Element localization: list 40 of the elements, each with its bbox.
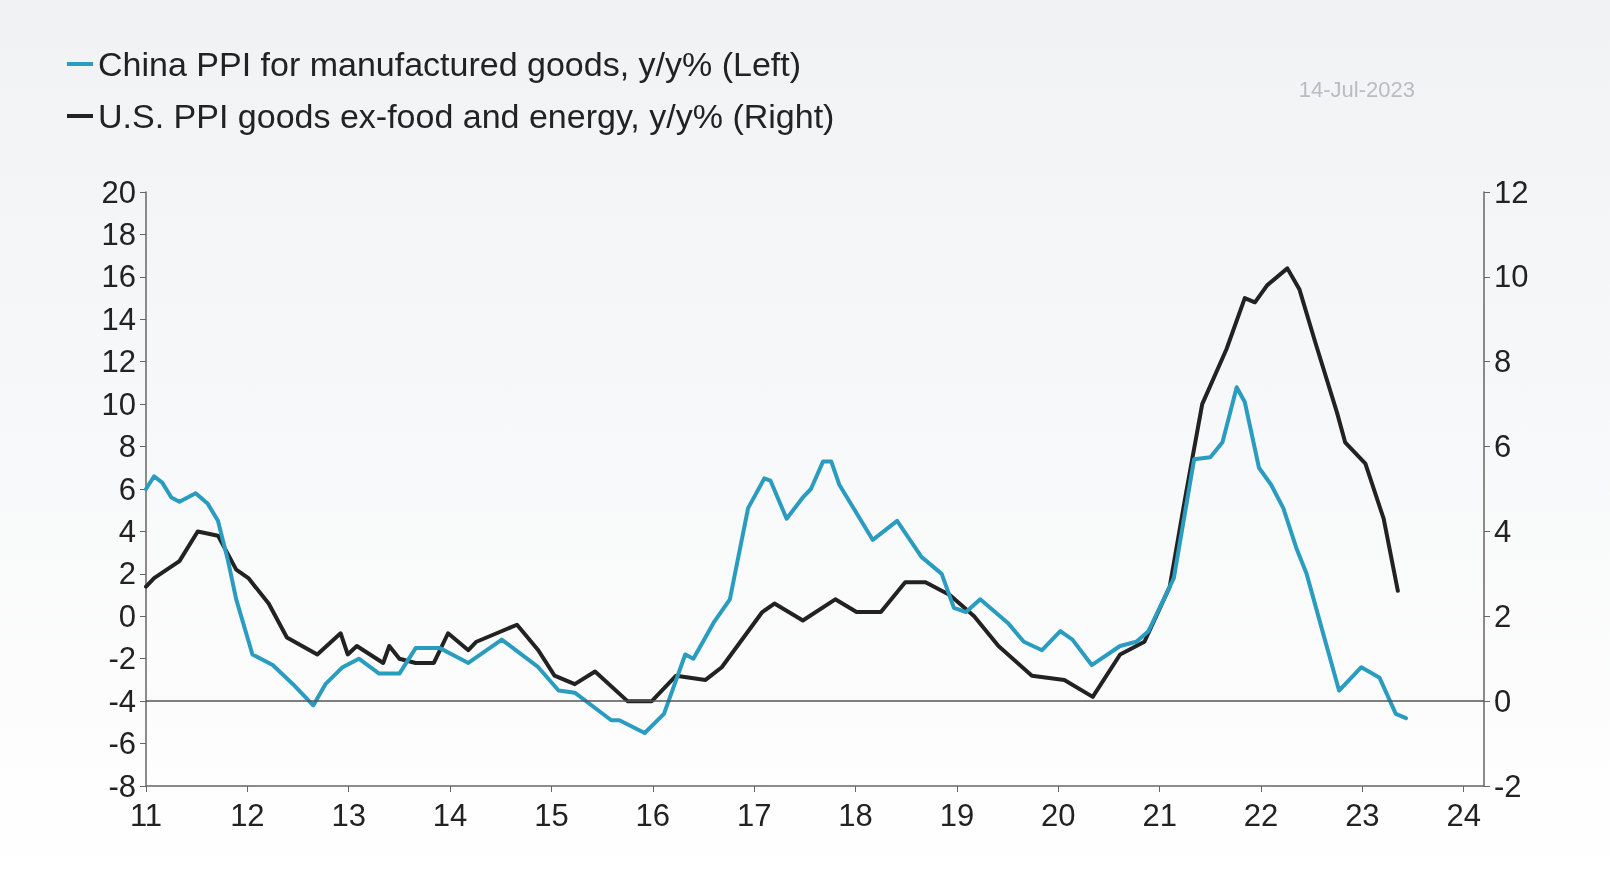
- x-tick-label: 23: [1345, 798, 1380, 833]
- y-tick-label: 6: [118, 471, 136, 507]
- line-series: [144, 385, 1408, 735]
- y2-tick-label: 6: [1494, 429, 1512, 465]
- x-tick-label: 19: [939, 798, 975, 833]
- y-tick-label: 20: [101, 174, 136, 210]
- y-tick-label: 8: [118, 429, 136, 465]
- x-tick-label: 17: [736, 798, 772, 833]
- line-series: [144, 266, 1400, 704]
- x-tick-label: 13: [331, 798, 366, 833]
- x-tick-label: 20: [1041, 798, 1076, 833]
- y-tick-label: -4: [108, 683, 136, 719]
- y-tick-label: 14: [101, 301, 136, 337]
- y-tick-label: 12: [101, 344, 136, 380]
- y-tick-label: 0: [118, 598, 136, 634]
- legend-label: China PPI for manufactured goods, y/y% (Left): [98, 45, 802, 83]
- y2-tick-label: 0: [1494, 683, 1512, 719]
- x-tick-label: 18: [838, 798, 873, 833]
- legend-label: U.S. PPI goods ex-food and energy, y/y% (Right): [98, 97, 835, 135]
- x-tick-label: 22: [1243, 798, 1279, 833]
- y-tick-label: 2: [118, 556, 136, 592]
- y-tick-label: 18: [101, 216, 136, 252]
- x-tick-label: 15: [534, 798, 569, 833]
- y2-tick-label: -2: [1494, 768, 1522, 804]
- x-tick-label: 16: [635, 798, 671, 833]
- y2-tick-label: 4: [1494, 513, 1512, 549]
- x-tick-label: 24: [1446, 798, 1481, 833]
- text: 14-Jul-2023: [1298, 76, 1415, 102]
- x-tick-label: 14: [432, 798, 468, 833]
- y2-tick-label: 12: [1494, 174, 1529, 210]
- y-tick-label: 10: [101, 386, 136, 422]
- y-tick-label: -6: [108, 726, 136, 762]
- y2-tick-label: 2: [1494, 598, 1512, 634]
- y2-tick-label: 10: [1494, 259, 1529, 295]
- x-tick-label: 21: [1142, 798, 1177, 833]
- y-tick-label: -2: [108, 641, 136, 677]
- y-tick-label: 16: [101, 259, 136, 295]
- x-tick-label: 12: [230, 798, 265, 833]
- y2-tick-label: 8: [1494, 344, 1512, 380]
- y-tick-label: 4: [118, 513, 136, 549]
